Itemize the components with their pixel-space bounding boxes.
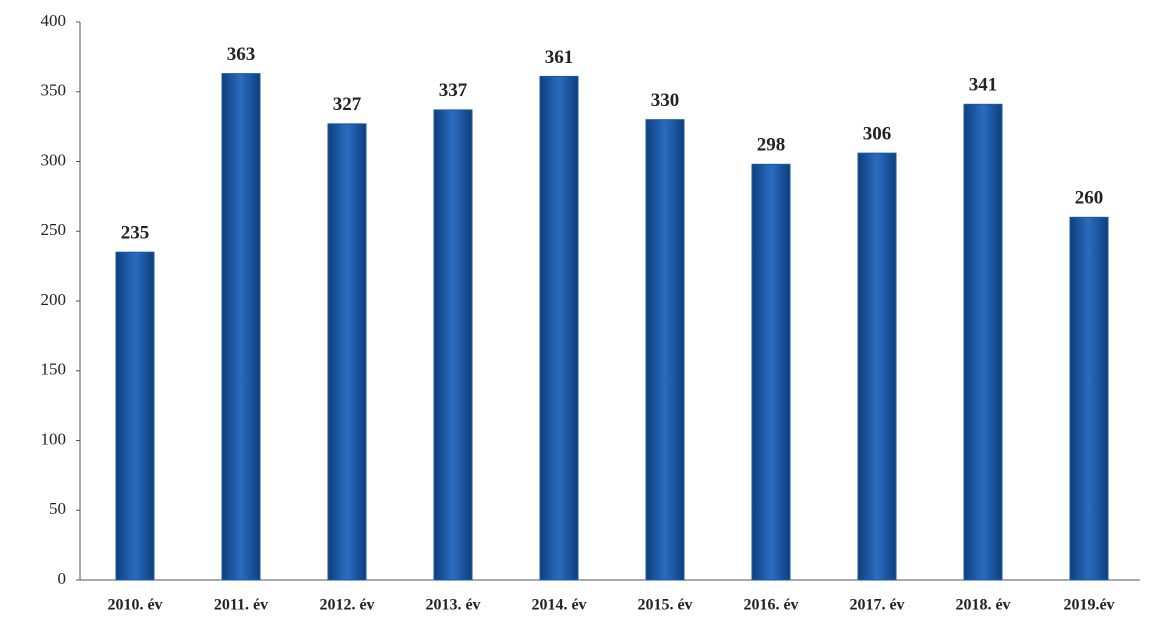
y-tick-label: 0	[58, 569, 67, 588]
bar	[963, 103, 1003, 581]
bar	[1069, 216, 1109, 581]
x-tick-label: 2011. év	[214, 597, 268, 614]
bar	[857, 152, 897, 581]
value-label: 341	[969, 75, 998, 96]
x-tick-label: 2018. év	[955, 597, 1010, 614]
bar	[221, 73, 261, 581]
x-tick-label: 2014. év	[531, 597, 586, 614]
bar	[751, 163, 791, 581]
bar	[433, 109, 473, 581]
bar	[645, 119, 685, 581]
x-tick-label: 2016. év	[743, 597, 798, 614]
bar	[539, 75, 579, 581]
x-tick-label: 2015. év	[637, 597, 692, 614]
x-tick-label: 2010. év	[107, 597, 162, 614]
value-label: 327	[333, 94, 362, 115]
value-label: 330	[651, 90, 680, 111]
value-label: 235	[121, 223, 150, 244]
y-tick-label: 250	[41, 220, 67, 239]
y-tick-label: 100	[41, 429, 67, 448]
bar	[115, 251, 155, 581]
x-tick-label: 2013. év	[425, 597, 480, 614]
value-label: 337	[439, 80, 468, 101]
y-tick-label: 150	[41, 360, 67, 379]
value-label: 298	[757, 135, 786, 156]
y-tick-label: 50	[49, 499, 66, 518]
x-tick-label: 2017. év	[849, 597, 904, 614]
value-label: 361	[545, 47, 574, 68]
y-tick-label: 350	[41, 81, 67, 100]
x-tick-label: 2012. év	[319, 597, 374, 614]
value-label: 363	[227, 44, 256, 65]
value-label: 306	[863, 123, 892, 144]
bar	[327, 123, 367, 581]
y-tick-label: 300	[41, 150, 67, 169]
x-tick-label: 2019.év	[1063, 597, 1114, 614]
y-tick-label: 400	[41, 11, 67, 30]
value-label: 260	[1075, 188, 1104, 209]
y-tick-label: 200	[41, 290, 67, 309]
